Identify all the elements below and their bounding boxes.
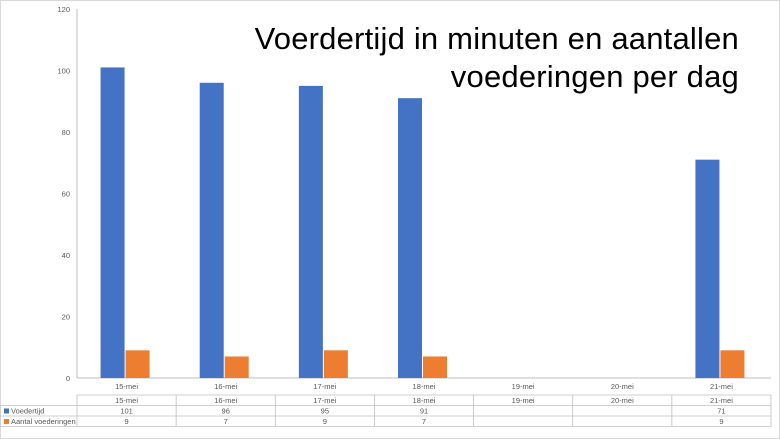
bar-aantal-voederingen: [224, 356, 249, 378]
bar-aantal-voederingen: [423, 356, 447, 378]
x-tick-label: 15-mei: [115, 382, 138, 391]
bar-aantal-voederingen: [323, 350, 348, 378]
x-tick-label: 21-mei: [710, 382, 733, 391]
bar-aantal-voederingen: [720, 350, 745, 378]
y-tick-label: 120: [57, 5, 70, 14]
y-tick-label: 60: [62, 190, 70, 199]
table-value-cell: 7: [422, 417, 426, 426]
x-tick-label: 16-mei: [214, 382, 237, 391]
chart-title-line-2: voederingen per dag: [450, 59, 739, 94]
legend-label: Voedertijd: [11, 407, 44, 416]
table-header-cell: 16-mei: [214, 396, 237, 405]
table-value-cell: 9: [719, 417, 723, 426]
legend-label: Aantal voederingen: [11, 417, 76, 426]
y-tick-label: 20: [62, 313, 70, 322]
y-tick-label: 100: [57, 67, 70, 76]
legend-key-aantal-voederingen: [4, 419, 9, 424]
x-tick-label: 17-mei: [313, 382, 336, 391]
x-tick-label: 18-mei: [413, 382, 436, 391]
table-value-cell: 7: [224, 417, 228, 426]
table-value-cell: 91: [420, 407, 428, 416]
table-header-cell: 21-mei: [710, 396, 733, 405]
bar-voedertijd: [398, 98, 422, 379]
y-tick-label: 40: [62, 251, 70, 260]
table-value-cell: 71: [717, 407, 725, 416]
table-header-cell: 19-mei: [512, 396, 535, 405]
table-header-cell: 17-mei: [313, 396, 336, 405]
table-value-cell: 9: [124, 417, 128, 426]
table-header-cell: 20-mei: [611, 396, 634, 405]
y-tick-label: 80: [62, 128, 70, 137]
y-tick-label: 0: [66, 374, 70, 383]
table-header-cell: 15-mei: [115, 396, 138, 405]
x-tick-label: 19-mei: [512, 382, 535, 391]
table-value-cell: 101: [120, 407, 133, 416]
bar-voedertijd: [298, 85, 323, 378]
x-tick-label: 20-mei: [611, 382, 634, 391]
bar-voedertijd: [695, 159, 720, 378]
chart-title-line-1: Voerdertijd in minuten en aantallen: [254, 21, 739, 56]
table-header-cell: 18-mei: [413, 396, 436, 405]
bar-voedertijd: [100, 67, 125, 379]
table-value-cell: 96: [222, 407, 230, 416]
legend-key-voedertijd: [4, 408, 9, 414]
table-value-cell: 9: [323, 417, 327, 426]
table-value-cell: 95: [321, 407, 329, 416]
bar-aantal-voederingen: [125, 350, 150, 378]
bar-voedertijd: [199, 82, 224, 379]
